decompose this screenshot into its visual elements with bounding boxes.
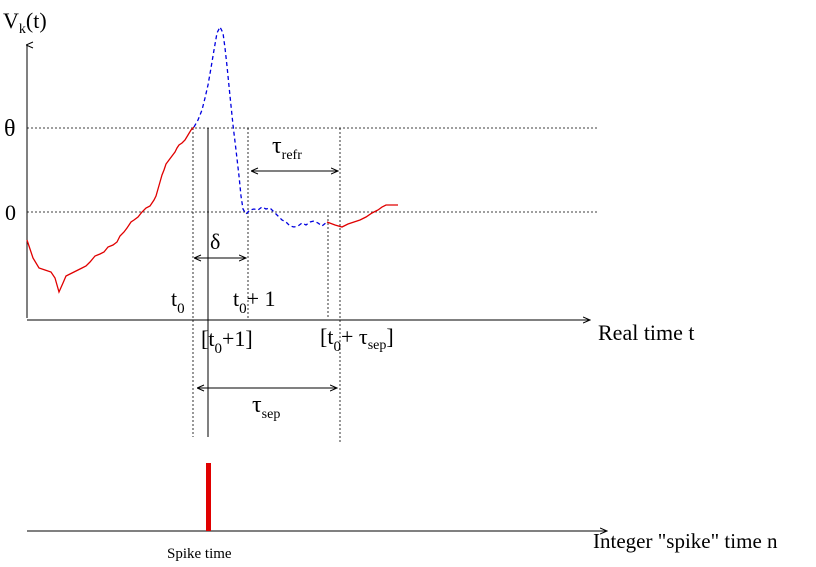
integer-time-label: Integer "spike" time n — [593, 529, 778, 553]
spike-marker — [206, 463, 211, 531]
y-axis-label: Vk(t) — [3, 8, 47, 37]
membrane-curve-recovery — [326, 204, 398, 228]
bracket-t0-plus-1-label: [t0+1] — [201, 326, 253, 357]
tau-refr-label: τrefr — [272, 133, 302, 163]
real-time-label: Real time t — [598, 320, 695, 345]
delta-label: δ — [210, 229, 220, 254]
spike-trajectory — [193, 25, 328, 228]
t0-plus-1-label: t0+ 1 — [233, 286, 276, 317]
membrane-curve-rising — [26, 126, 195, 294]
bracket-t0-plus-tau-sep-label: [t0+ τsep] — [320, 324, 394, 355]
tau-sep-label: τsep — [252, 392, 280, 422]
zero-label: 0 — [5, 200, 16, 225]
threshold-label: θ — [4, 116, 16, 142]
t0-label: t0 — [171, 286, 185, 317]
spike-time-label: Spike time — [167, 546, 232, 562]
